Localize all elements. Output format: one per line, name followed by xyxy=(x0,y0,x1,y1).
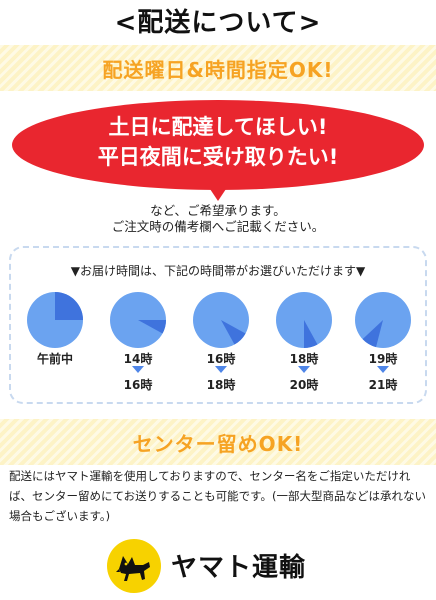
time-slot-to: 18時 xyxy=(206,378,236,392)
clock-slice xyxy=(362,320,383,348)
time-slot-from: 16時 xyxy=(206,352,236,366)
time-slot-19-21: 19時 21時 xyxy=(353,290,413,400)
time-slot-to: 16時 xyxy=(123,378,153,392)
time-slot-from: 19時 xyxy=(368,352,398,366)
time-slot-16-18: 16時 18時 xyxy=(191,290,251,400)
time-slot-from: 午前中 xyxy=(36,352,73,366)
time-slot-morning: 午前中 xyxy=(25,290,85,400)
center-pickup-banner-label: センター留めOK! xyxy=(132,431,304,456)
time-slot-18-20: 18時 20時 xyxy=(274,290,334,400)
speech-bubble-text: 土日に配達してほしい! 平日夜間に受け取りたい! xyxy=(0,112,436,172)
clock-pie-icon xyxy=(193,292,249,348)
time-slot-header: ▼お届け時間は、下記の時間帯がお選びいただけます▼ xyxy=(70,264,366,278)
time-slot-to: 21時 xyxy=(368,378,398,392)
note-line-1: など、ご希望承ります。 xyxy=(150,203,286,218)
yamato-logo-text: ヤマト運輸 xyxy=(171,553,307,583)
note-line-2: ご注文時の備考欄へご記載ください。 xyxy=(111,219,325,234)
clock-slice xyxy=(138,320,166,334)
clock-slice xyxy=(55,292,83,320)
down-arrow-icon xyxy=(132,366,144,373)
center-pickup-banner: センター留めOK! xyxy=(0,419,436,465)
down-arrow-icon xyxy=(215,366,227,373)
speech-bubble-tail xyxy=(206,183,230,201)
bubble-line-2: 平日夜間に受け取りたい! xyxy=(97,145,339,169)
yamato-logo: ヤマト運輸 xyxy=(105,538,331,594)
time-slot-to: 20時 xyxy=(289,378,319,392)
down-arrow-icon xyxy=(298,366,310,373)
clock-slice xyxy=(221,320,246,345)
center-pickup-description: 配送にはヤマト運輸を使用しておりますので、センター名をご指定いただければ、センタ… xyxy=(9,469,426,523)
down-arrow-icon xyxy=(377,366,389,373)
time-slot-from: 18時 xyxy=(289,352,319,366)
delivery-banner: 配送曜日&時間指定OK! xyxy=(0,45,436,91)
time-slot-from: 14時 xyxy=(123,352,153,366)
page-title: <配送について> xyxy=(114,8,322,38)
clock-slice xyxy=(304,320,318,348)
clock-pie-icon xyxy=(276,292,332,348)
black-cat-logo-icon xyxy=(107,539,161,593)
request-note: など、ご希望承ります。 ご注文時の備考欄へご記載ください。 xyxy=(0,203,436,235)
clock-pie-icon xyxy=(110,292,166,348)
bubble-line-1: 土日に配達してほしい! xyxy=(108,115,328,139)
delivery-banner-label: 配送曜日&時間指定OK! xyxy=(102,57,334,82)
time-slot-14-16: 14時 16時 xyxy=(108,290,168,400)
clock-pie-icon xyxy=(27,292,83,348)
speech-bubble xyxy=(12,100,424,190)
clock-pie-icon xyxy=(355,292,411,348)
